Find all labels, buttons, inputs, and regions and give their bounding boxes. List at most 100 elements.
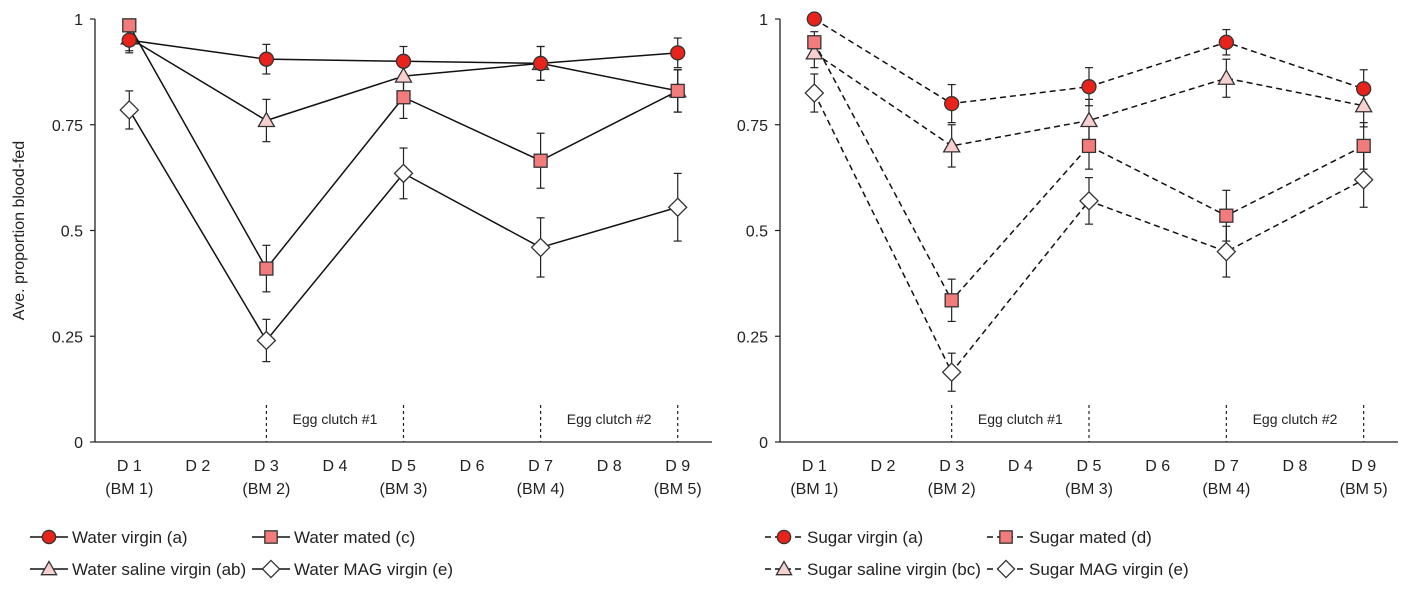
x-tick-label: D 7 — [1214, 458, 1239, 475]
x-tick-label: D 3 — [939, 458, 964, 475]
x-tick-label: D 9 — [1351, 458, 1376, 475]
data-point-square — [807, 35, 822, 50]
data-point-square — [1081, 138, 1097, 154]
egg-clutch-label: Egg clutch #1 — [978, 411, 1063, 427]
data-point-circle — [1218, 34, 1234, 50]
legend-label: Sugar virgin (a) — [807, 528, 923, 547]
x-tick-label: D 4 — [1008, 458, 1033, 475]
y-tick-label: 0.75 — [52, 118, 83, 135]
y-tick-label: 0 — [74, 435, 83, 452]
data-point-square — [259, 261, 274, 276]
legend-label: Water virgin (a) — [72, 528, 188, 547]
data-point-circle — [395, 53, 412, 69]
x-tick-label: D 5 — [1077, 458, 1102, 475]
series-line — [813, 41, 1365, 302]
data-point-diamond — [1353, 169, 1374, 190]
x-tick-label: D 1 — [802, 458, 827, 475]
x-tick-sublabel: (BM 5) — [1340, 481, 1388, 498]
legend-marker-square — [999, 530, 1013, 544]
y-tick-label: 0.25 — [737, 329, 768, 346]
legend-label: Water MAG virgin (e) — [294, 560, 453, 579]
data-point-circle — [258, 51, 275, 67]
chart-panel-1: 0 0.25 0.5 0.75 1 Ave. proportion blood-fed D … — [11, 12, 712, 579]
egg-clutch-label: Egg clutch #2 — [567, 411, 652, 427]
data-point-square — [122, 18, 137, 33]
x-tick-label: D 7 — [528, 458, 553, 475]
legend-item: Sugar virgin (a) — [765, 528, 923, 547]
y-tick-label: 0.5 — [61, 224, 83, 241]
data-point-circle — [532, 55, 549, 72]
egg-clutch-label: Egg clutch #2 — [1253, 411, 1338, 427]
data-point-triangle — [942, 136, 961, 153]
x-tick-sublabel: (BM 1) — [790, 481, 838, 498]
data-point-circle — [944, 95, 960, 112]
x-tick-label: D 2 — [185, 458, 210, 475]
data-point-triangle — [1217, 68, 1236, 85]
x-tick-sublabel: (BM 3) — [380, 481, 428, 498]
data-point-diamond — [530, 237, 551, 258]
legend-label: Sugar mated (d) — [1029, 528, 1152, 547]
x-tick-label: D 2 — [871, 458, 896, 475]
y-tick-label: 0 — [759, 435, 768, 452]
data-point-circle — [1356, 81, 1372, 97]
data-point-square — [396, 90, 411, 105]
legend-marker-triangle — [40, 560, 58, 576]
legend-item: Sugar mated (d) — [987, 528, 1152, 547]
legend-item: Water saline virgin (ab) — [30, 560, 246, 579]
x-tick-label: D 8 — [597, 458, 622, 475]
data-point-square — [533, 153, 548, 168]
legend-marker-circle — [776, 529, 792, 545]
data-point-triangle — [1079, 111, 1099, 128]
x-tick-sublabel: (BM 3) — [1065, 481, 1113, 498]
x-tick-label: D 6 — [1145, 458, 1170, 475]
legend-item: Sugar saline virgin (bc) — [765, 560, 981, 579]
data-point-circle — [1081, 79, 1097, 95]
x-tick-label: D 8 — [1283, 458, 1308, 475]
x-tick-label: D 4 — [322, 458, 347, 475]
data-point-square — [1356, 138, 1371, 154]
egg-clutch-label: Egg clutch #1 — [293, 411, 378, 427]
series-line — [813, 18, 1364, 105]
data-point-triangle — [805, 43, 824, 60]
legend-label: Sugar saline virgin (bc) — [807, 560, 981, 579]
data-point-triangle — [394, 66, 413, 83]
legend-marker-circle — [41, 529, 57, 545]
y-tick-label: 1 — [759, 12, 768, 29]
y-axis-label: Ave. proportion blood-fed — [11, 141, 28, 320]
legend-marker-square — [264, 530, 278, 544]
data-point-diamond — [1216, 241, 1237, 262]
legend-item: Water mated (c) — [252, 528, 415, 547]
y-tick-label: 0.75 — [737, 118, 768, 135]
series-line — [128, 109, 678, 342]
y-tick-label: 0.25 — [52, 329, 83, 346]
x-tick-label: D 9 — [665, 458, 690, 475]
data-point-circle — [670, 45, 686, 61]
legend-item: Sugar MAG virgin (e) — [987, 559, 1189, 579]
x-tick-sublabel: (BM 5) — [654, 481, 702, 498]
legend-label: Water saline virgin (ab) — [72, 560, 246, 579]
data-point-diamond — [941, 362, 962, 383]
legend-marker-diamond — [996, 559, 1016, 579]
y-tick-label: 1 — [74, 12, 83, 29]
legend-marker-triangle — [775, 560, 793, 576]
x-tick-sublabel: (BM 4) — [517, 481, 565, 498]
data-point-circle — [121, 32, 137, 48]
data-point-diamond — [256, 330, 277, 351]
data-point-triangle — [1354, 96, 1373, 113]
data-point-diamond — [667, 197, 688, 218]
data-point-square — [944, 293, 959, 308]
x-tick-label: D 1 — [117, 458, 142, 475]
data-point-triangle — [257, 111, 276, 128]
data-point-circle — [806, 11, 822, 27]
legend-item: Water MAG virgin (e) — [252, 559, 453, 579]
data-point-diamond — [1079, 190, 1099, 211]
legend-item: Water virgin (a) — [30, 528, 188, 547]
data-point-square — [670, 83, 685, 99]
x-tick-sublabel: (BM 1) — [105, 481, 153, 498]
y-tick-label: 0.5 — [746, 224, 768, 241]
data-point-diamond — [804, 83, 825, 103]
legend-label: Water mated (c) — [294, 528, 415, 547]
legend-marker-diamond — [261, 559, 281, 579]
